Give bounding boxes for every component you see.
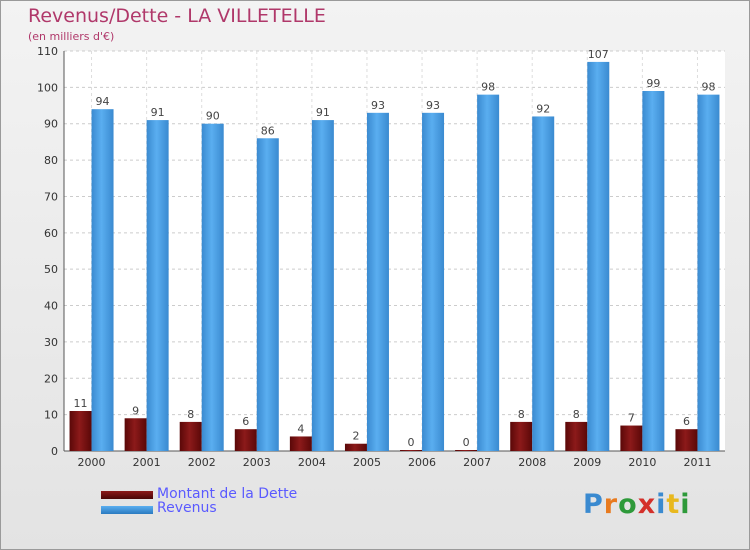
value-label-revenus-2008: 92	[536, 102, 550, 115]
labels: 11 94 9 91 8 90 6 86 4 91 2 93 0 93 0 98 8 92 8 107 7 99 6 98	[74, 48, 716, 449]
y-tick-label: 10	[44, 409, 58, 422]
x-tick-label-2010: 2010	[628, 456, 656, 469]
value-label-dette-2007: 0	[463, 436, 470, 449]
x-tick-label-2001: 2001	[133, 456, 161, 469]
value-label-dette-2000: 11	[74, 397, 88, 410]
y-tick-label: 20	[44, 372, 58, 385]
value-label-dette-2004: 4	[297, 422, 304, 435]
bar-revenus-2005	[366, 112, 389, 452]
bar-dette-2002	[179, 421, 202, 451]
x-tick-label-2006: 2006	[408, 456, 436, 469]
value-label-dette-2011: 6	[683, 415, 690, 428]
x-tick-label-2000: 2000	[78, 456, 106, 469]
legend-label-revenus: Revenus	[157, 500, 217, 516]
x-tick-label-2002: 2002	[188, 456, 216, 469]
logo-letter: o	[618, 489, 638, 520]
bar-revenus-2006	[422, 112, 445, 452]
bar-dette-2009	[565, 421, 588, 451]
bar-revenus-2007	[477, 94, 500, 452]
value-label-dette-2008: 8	[518, 408, 525, 421]
bar-dette-2001	[124, 418, 147, 451]
legend-swatch-revenus	[101, 506, 153, 514]
chart-title: Revenus/Dette - LA VILLETELLE	[28, 5, 326, 27]
y-tick-label: 50	[44, 263, 58, 276]
value-label-dette-2005: 2	[352, 430, 359, 443]
bar-revenus-2009	[587, 61, 610, 452]
y-tick-label: 0	[51, 445, 58, 458]
plot-area	[64, 51, 725, 451]
proxiti-logo: Proxiti	[583, 489, 691, 520]
logo-letter: r	[603, 489, 619, 520]
bar-dette-2005	[344, 443, 367, 451]
value-label-revenus-2004: 91	[316, 106, 330, 119]
x-tick-label-2008: 2008	[518, 456, 546, 469]
bar-revenus-2002	[201, 123, 224, 452]
value-label-revenus-2000: 94	[96, 95, 110, 108]
value-label-dette-2003: 6	[242, 415, 249, 428]
value-label-revenus-2010: 99	[646, 77, 660, 90]
y-tick-label: 70	[44, 190, 58, 203]
bar-revenus-2004	[311, 120, 334, 451]
y-tick-label: 40	[44, 300, 58, 313]
x-tick-label-2011: 2011	[683, 456, 711, 469]
value-label-dette-2006: 0	[408, 436, 415, 449]
bar-dette-2006	[400, 450, 423, 451]
value-label-revenus-2002: 90	[206, 110, 220, 123]
value-label-dette-2001: 9	[132, 404, 139, 417]
value-label-revenus-2007: 98	[481, 81, 495, 94]
bar-revenus-2000	[91, 109, 114, 451]
bar-dette-2003	[234, 429, 257, 451]
y-tick-label: 80	[44, 154, 58, 167]
y-tick-label: 110	[37, 45, 58, 58]
bar-dette-2004	[289, 436, 312, 451]
value-label-revenus-2006: 93	[426, 99, 440, 112]
bar-dette-2010	[620, 425, 643, 451]
x-tick-label-2007: 2007	[463, 456, 491, 469]
value-label-dette-2009: 8	[573, 408, 580, 421]
bars	[69, 61, 720, 452]
logo-letter: x	[637, 489, 657, 520]
value-label-revenus-2009: 107	[588, 48, 609, 61]
x-tick-label-2005: 2005	[353, 456, 381, 469]
chart-subtitle: (en milliers d'€)	[28, 30, 115, 43]
logo-letter: P	[583, 489, 604, 520]
value-label-dette-2002: 8	[187, 408, 194, 421]
y-tick-label: 30	[44, 336, 58, 349]
value-label-revenus-2001: 91	[151, 106, 165, 119]
logo-letter: t	[666, 489, 681, 520]
bar-revenus-2003	[256, 138, 279, 452]
value-label-revenus-2005: 93	[371, 99, 385, 112]
x-tick-label-2003: 2003	[243, 456, 271, 469]
x-tick-label-2004: 2004	[298, 456, 326, 469]
bar-dette-2011	[675, 429, 698, 451]
y-tick-label: 100	[37, 81, 58, 94]
x-tick-label-2009: 2009	[573, 456, 601, 469]
value-label-dette-2010: 7	[628, 412, 635, 425]
logo-letter: i	[656, 489, 667, 520]
bar-dette-2007	[455, 450, 478, 451]
y-tick-label: 90	[44, 118, 58, 131]
logo-letter: i	[680, 489, 691, 520]
bar-dette-2008	[510, 421, 533, 451]
bar-revenus-2011	[697, 94, 720, 452]
bar-revenus-2008	[532, 116, 555, 452]
legend-label-dette: Montant de la Dette	[157, 486, 298, 502]
bar-revenus-2001	[146, 120, 169, 451]
bar-dette-2000	[69, 411, 92, 451]
value-label-revenus-2011: 98	[701, 81, 715, 94]
y-tick-label: 60	[44, 227, 58, 240]
grid	[64, 50, 725, 451]
bar-revenus-2010	[642, 91, 665, 451]
legend-swatch-dette	[101, 491, 153, 499]
value-label-revenus-2003: 86	[261, 124, 275, 137]
